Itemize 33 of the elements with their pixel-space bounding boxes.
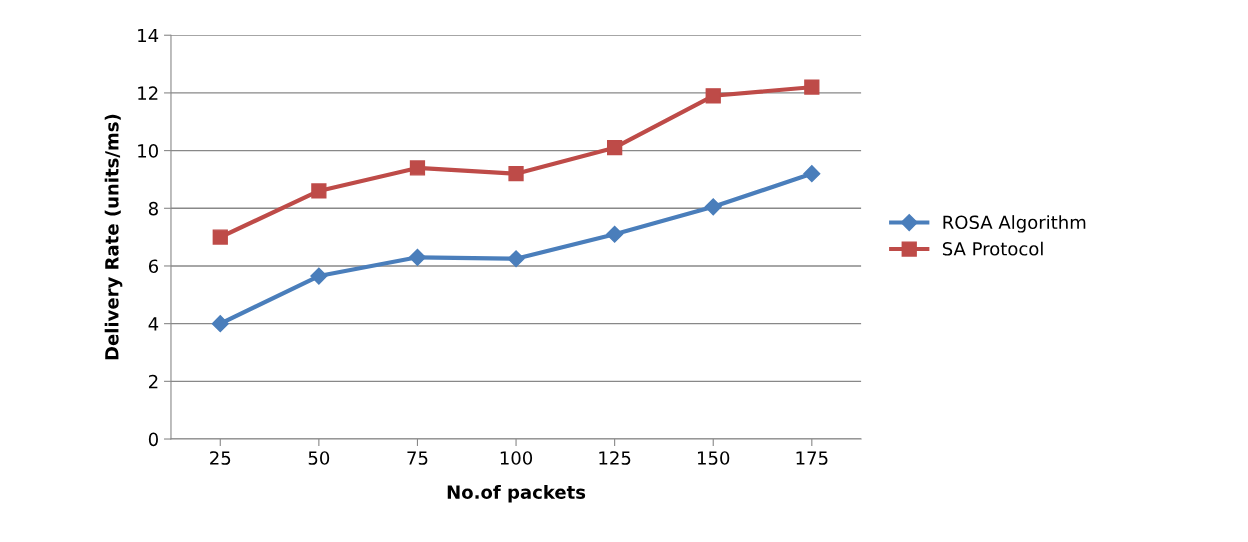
y-tick-label: 12 bbox=[138, 86, 158, 100]
x-axis-title: No.of packets bbox=[447, 484, 586, 503]
point bbox=[508, 166, 524, 182]
point bbox=[704, 198, 722, 216]
x-tick-label: 25 bbox=[210, 451, 231, 465]
legend-label: SA Protocol bbox=[942, 241, 1043, 256]
point bbox=[212, 229, 228, 245]
y-tick-label: 2 bbox=[149, 374, 158, 389]
x-tick-label: 100 bbox=[500, 451, 533, 465]
point bbox=[606, 225, 624, 243]
legend-label: ROSA Algorithm bbox=[943, 215, 1086, 233]
point bbox=[803, 165, 821, 183]
x-tick-label: 50 bbox=[308, 451, 330, 465]
y-tick-label: 6 bbox=[148, 259, 159, 274]
point bbox=[311, 183, 327, 199]
y-axis-title: Delivery Rate (units/ms) bbox=[104, 114, 123, 360]
y-tick-label: 8 bbox=[148, 201, 158, 216]
y-tick-label: 14 bbox=[138, 28, 159, 43]
point bbox=[310, 267, 328, 285]
y-tick-label: 4 bbox=[148, 317, 159, 331]
x-tick-label: 150 bbox=[697, 451, 730, 465]
point bbox=[211, 315, 229, 333]
point bbox=[408, 248, 427, 266]
x-tick-label: 125 bbox=[599, 451, 631, 465]
point bbox=[607, 140, 623, 156]
x-tick-label: 175 bbox=[796, 451, 828, 465]
y-tick-label: 0 bbox=[148, 432, 158, 447]
point bbox=[705, 88, 721, 104]
point bbox=[409, 160, 426, 176]
x-tick-label: 75 bbox=[407, 451, 428, 465]
point bbox=[507, 250, 525, 268]
y-tick-label: 10 bbox=[138, 144, 158, 158]
point bbox=[804, 79, 820, 95]
